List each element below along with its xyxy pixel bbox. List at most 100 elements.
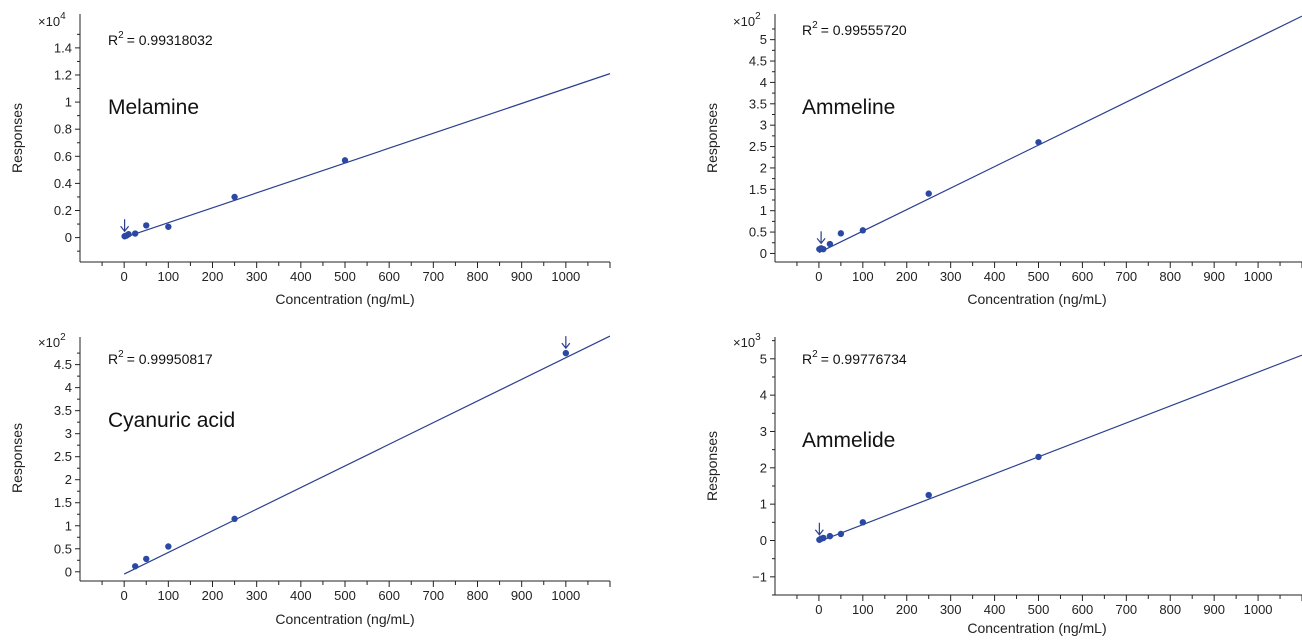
fit-line (123, 73, 611, 239)
y-tick-label: 0 (65, 230, 72, 245)
x-tick-label: 400 (290, 588, 312, 603)
y-tick-label: 0.5 (54, 541, 72, 556)
y-tick-label: 2 (760, 160, 767, 175)
y-multiplier: ×103 (733, 332, 761, 350)
arrow-marker-icon (120, 219, 130, 233)
y-tick-label: 1 (65, 518, 72, 533)
y-tick-label: 0.8 (54, 122, 72, 137)
x-tick-label: 300 (246, 588, 268, 603)
data-point (165, 223, 172, 230)
x-tick-label: 300 (940, 602, 962, 617)
x-tick-label: 100 (157, 269, 179, 284)
x-tick-label: 0 (121, 588, 128, 603)
x-tick-label: 700 (422, 588, 444, 603)
x-tick-label: 700 (422, 269, 444, 284)
y-tick-label: 1.5 (749, 182, 767, 197)
fit-line (818, 354, 1302, 543)
x-tick-label: 900 (1203, 602, 1225, 617)
data-point (925, 491, 932, 499)
x-tick-label: 100 (157, 588, 179, 603)
data-point (826, 240, 834, 248)
y-tick-label: 0.6 (54, 149, 72, 164)
y-tick-label: 0.2 (54, 203, 72, 218)
data-point (132, 563, 139, 570)
x-tick-label: 600 (1072, 269, 1094, 284)
y-tick-label: 3 (760, 424, 767, 439)
r-squared-label: R2 = 0.99950817 (108, 349, 213, 367)
data-point (837, 230, 845, 237)
arrow-marker-icon (816, 231, 826, 245)
y-tick-label: 4 (760, 388, 767, 403)
x-tick-label: 800 (467, 269, 489, 284)
data-point (925, 190, 932, 197)
x-axis-title: Concentration (ng/mL) (967, 620, 1106, 636)
y-tick-label: 0 (760, 533, 767, 548)
x-tick-label: 200 (202, 269, 224, 284)
x-tick-label: 200 (202, 588, 224, 603)
data-point (143, 222, 150, 229)
y-tick-label: 2.5 (54, 449, 72, 464)
y-tick-label: 0 (65, 564, 72, 579)
data-point (820, 245, 827, 253)
r-squared-label: R2 = 0.99776734 (802, 349, 907, 367)
x-tick-label: 1000 (551, 588, 580, 603)
x-tick-label: 900 (1203, 269, 1225, 284)
y-tick-label: 0.4 (54, 176, 72, 191)
x-tick-label: 400 (290, 269, 312, 284)
x-tick-label: 600 (1072, 602, 1094, 617)
y-tick-label: 4.5 (54, 357, 72, 372)
data-point (1035, 139, 1042, 146)
compound-name: Cyanuric acid (108, 409, 235, 432)
x-tick-label: 400 (984, 602, 1006, 617)
x-tick-label: 700 (1115, 602, 1137, 617)
y-tick-label: 1 (760, 203, 767, 218)
panel-ammelide: 0 100 200 300 400 500 600 700 800 900 1000 −1 0 1 2 3 4 5… (704, 332, 1302, 636)
y-tick-label: 1 (65, 95, 72, 110)
compound-name: Melamine (108, 96, 199, 119)
compound-name: Ammeline (802, 96, 895, 119)
x-tick-label: 0 (121, 269, 128, 284)
data-point (859, 519, 867, 526)
x-axis-title: Concentration (ng/mL) (275, 291, 414, 307)
y-tick-label: 3 (760, 118, 767, 133)
data-point (341, 157, 349, 164)
x-tick-label: 500 (1028, 602, 1050, 617)
x-tick-label: 700 (1115, 269, 1137, 284)
y-tick-label: 4 (65, 380, 72, 395)
x-tick-label: 400 (984, 269, 1006, 284)
x-tick-label: 500 (334, 269, 356, 284)
x-tick-label: 100 (852, 602, 874, 617)
x-axis-title: Concentration (ng/mL) (967, 291, 1106, 307)
y-tick-label: 1.2 (54, 67, 72, 82)
y-axis-title: Responses (704, 103, 720, 173)
y-multiplier: ×102 (733, 11, 761, 29)
x-tick-label: 0 (815, 602, 822, 617)
arrow-marker-icon (814, 522, 824, 536)
y-tick-label: 4.5 (749, 54, 767, 69)
x-tick-label: 100 (852, 269, 874, 284)
y-tick-label: 0 (760, 246, 767, 261)
y-tick-label: 1.4 (54, 40, 72, 55)
r-squared-label: R2 = 0.99318032 (108, 30, 213, 48)
y-axis-title: Responses (9, 423, 25, 493)
data-point (125, 231, 132, 238)
fit-line (818, 15, 1302, 254)
y-tick-label: 3.5 (749, 96, 767, 111)
r-squared-label: R2 = 0.99555720 (802, 20, 907, 38)
data-point (837, 530, 845, 538)
x-tick-label: 900 (511, 269, 533, 284)
x-tick-label: 300 (246, 269, 268, 284)
y-tick-label: 3 (65, 426, 72, 441)
arrow-marker-icon (561, 336, 571, 350)
y-multiplier: ×104 (38, 11, 66, 29)
panel-melamine: 0 100 200 300 400 500 600 700 800 900 1000 0 0.2 0.4 0… (9, 11, 611, 307)
y-tick-label: 3.5 (54, 403, 72, 418)
x-tick-label: 500 (334, 588, 356, 603)
x-axis-title: Concentration (ng/mL) (275, 611, 414, 627)
y-tick-label: 4 (760, 75, 767, 90)
panel-ammeline: 0 100 200 300 400 500 600 700 800 900 1000 0 0.5 1 1.5… (704, 11, 1302, 307)
x-tick-label: 0 (815, 269, 822, 284)
y-tick-label: 2 (65, 472, 72, 487)
x-tick-label: 200 (896, 602, 918, 617)
